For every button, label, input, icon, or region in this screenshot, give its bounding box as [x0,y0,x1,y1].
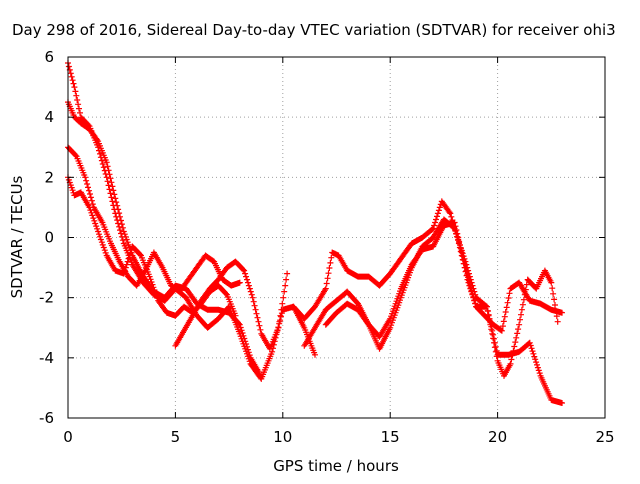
x-tick-label: 5 [171,428,181,446]
y-axis-label: SDTVAR / TECUs [8,175,26,298]
series-3-markers [65,144,243,295]
x-tick-label: 0 [63,428,73,446]
series-8-markers [322,216,561,379]
series-7-markers [301,219,565,406]
axis-ticks: 0 5 10 15 20 25 -6 -4 -2 0 2 4 6 [39,48,615,446]
x-tick-label: 15 [381,428,400,446]
y-tick-label: -4 [39,349,54,367]
x-tick-label: 25 [595,428,614,446]
series-5-markers [172,258,291,352]
y-tick-label: 4 [44,108,54,126]
series-6-markers [290,198,565,334]
series-5 [172,258,291,352]
series-3 [65,144,243,295]
series-6 [290,198,565,334]
x-axis-label: GPS time / hours [273,457,399,475]
chart-title: Day 298 of 2016, Sidereal Day-to-day VTE… [12,21,616,39]
y-tick-label: 0 [44,229,54,247]
y-tick-label: -2 [39,289,54,307]
y-tick-label: -6 [39,409,54,427]
y-tick-label: 2 [44,168,54,186]
x-tick-label: 20 [488,428,507,446]
x-tick-label: 10 [273,428,292,446]
data-points [65,60,565,406]
series-7 [301,219,565,406]
grid [68,57,605,418]
y-tick-label: 6 [44,48,54,66]
series-8 [322,216,561,379]
